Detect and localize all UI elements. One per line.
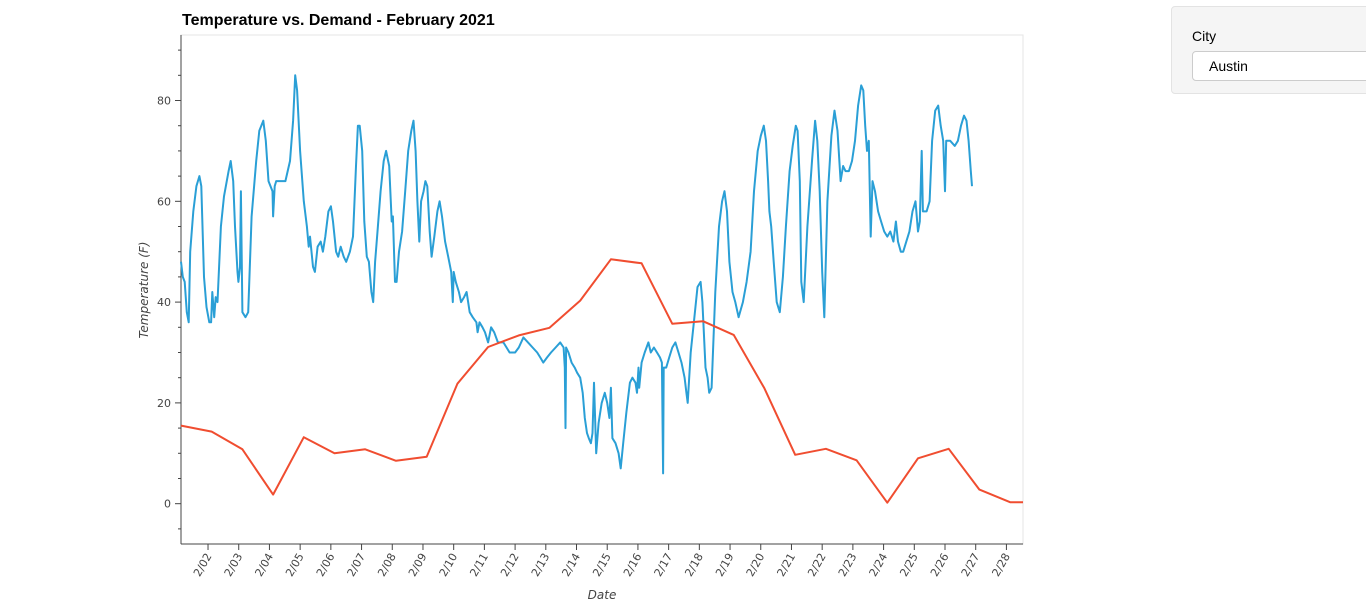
series-line-1 [180, 74, 973, 475]
y-tick-label: 40 [157, 296, 171, 309]
y-tick-label: 80 [157, 95, 171, 108]
x-axis-title: Date [588, 588, 617, 602]
x-tick-label: 2/27 [959, 551, 983, 579]
y-tick-label: 0 [164, 498, 171, 511]
x-tick-label: 2/26 [928, 551, 952, 579]
x-tick-label: 2/09 [406, 551, 430, 579]
city-selected-value: Austin [1209, 58, 1248, 74]
x-tick-label: 2/07 [345, 551, 369, 579]
y-tick-label: 60 [157, 195, 171, 208]
x-tick-label: 2/28 [989, 551, 1013, 579]
x-tick-label: 2/11 [467, 551, 491, 579]
x-tick-label: 2/20 [744, 551, 768, 579]
x-tick-label: 2/21 [774, 551, 798, 579]
x-tick-label: 2/04 [252, 551, 276, 579]
x-tick-label: 2/03 [222, 551, 246, 579]
x-tick-label: 2/19 [713, 551, 737, 579]
x-tick-label: 2/16 [621, 551, 645, 579]
y-axis: 0 20 40 60 80 [157, 35, 182, 544]
x-tick-label: 2/12 [498, 551, 522, 579]
x-tick-label: 2/05 [283, 551, 307, 579]
x-axis: 2/02 2/03 2/04 2/05 2/06 2/07 2/08 2/09 2/10 2/11… [181, 543, 1023, 579]
x-tick-label: 2/17 [652, 551, 676, 579]
x-tick-label: 2/10 [437, 551, 461, 579]
chart-title: Temperature vs. Demand - February 2021 [182, 12, 495, 29]
series-line-2 [180, 258, 1023, 504]
city-dropdown[interactable]: Austin [1192, 51, 1366, 81]
x-tick-label: 2/13 [529, 551, 553, 579]
city-label: City [1192, 28, 1217, 44]
x-tick-label: 2/22 [805, 551, 829, 579]
x-tick-label: 2/08 [375, 551, 399, 579]
x-tick-label: 2/15 [590, 551, 614, 579]
x-tick-label: 2/24 [867, 551, 891, 579]
city-selector-panel: City Austin [1171, 6, 1366, 94]
x-tick-label: 2/25 [897, 551, 921, 579]
x-tick-label: 2/14 [560, 551, 584, 579]
x-tick-label: 2/02 [191, 551, 215, 579]
x-tick-label: 2/23 [836, 551, 860, 579]
plot-area [180, 34, 1024, 545]
y-axis-title: Temperature (F) [137, 242, 151, 339]
series-layer [180, 74, 1023, 504]
x-tick-label: 2/18 [682, 551, 706, 579]
x-tick-label: 2/06 [314, 551, 338, 579]
y-tick-label: 20 [157, 397, 171, 410]
